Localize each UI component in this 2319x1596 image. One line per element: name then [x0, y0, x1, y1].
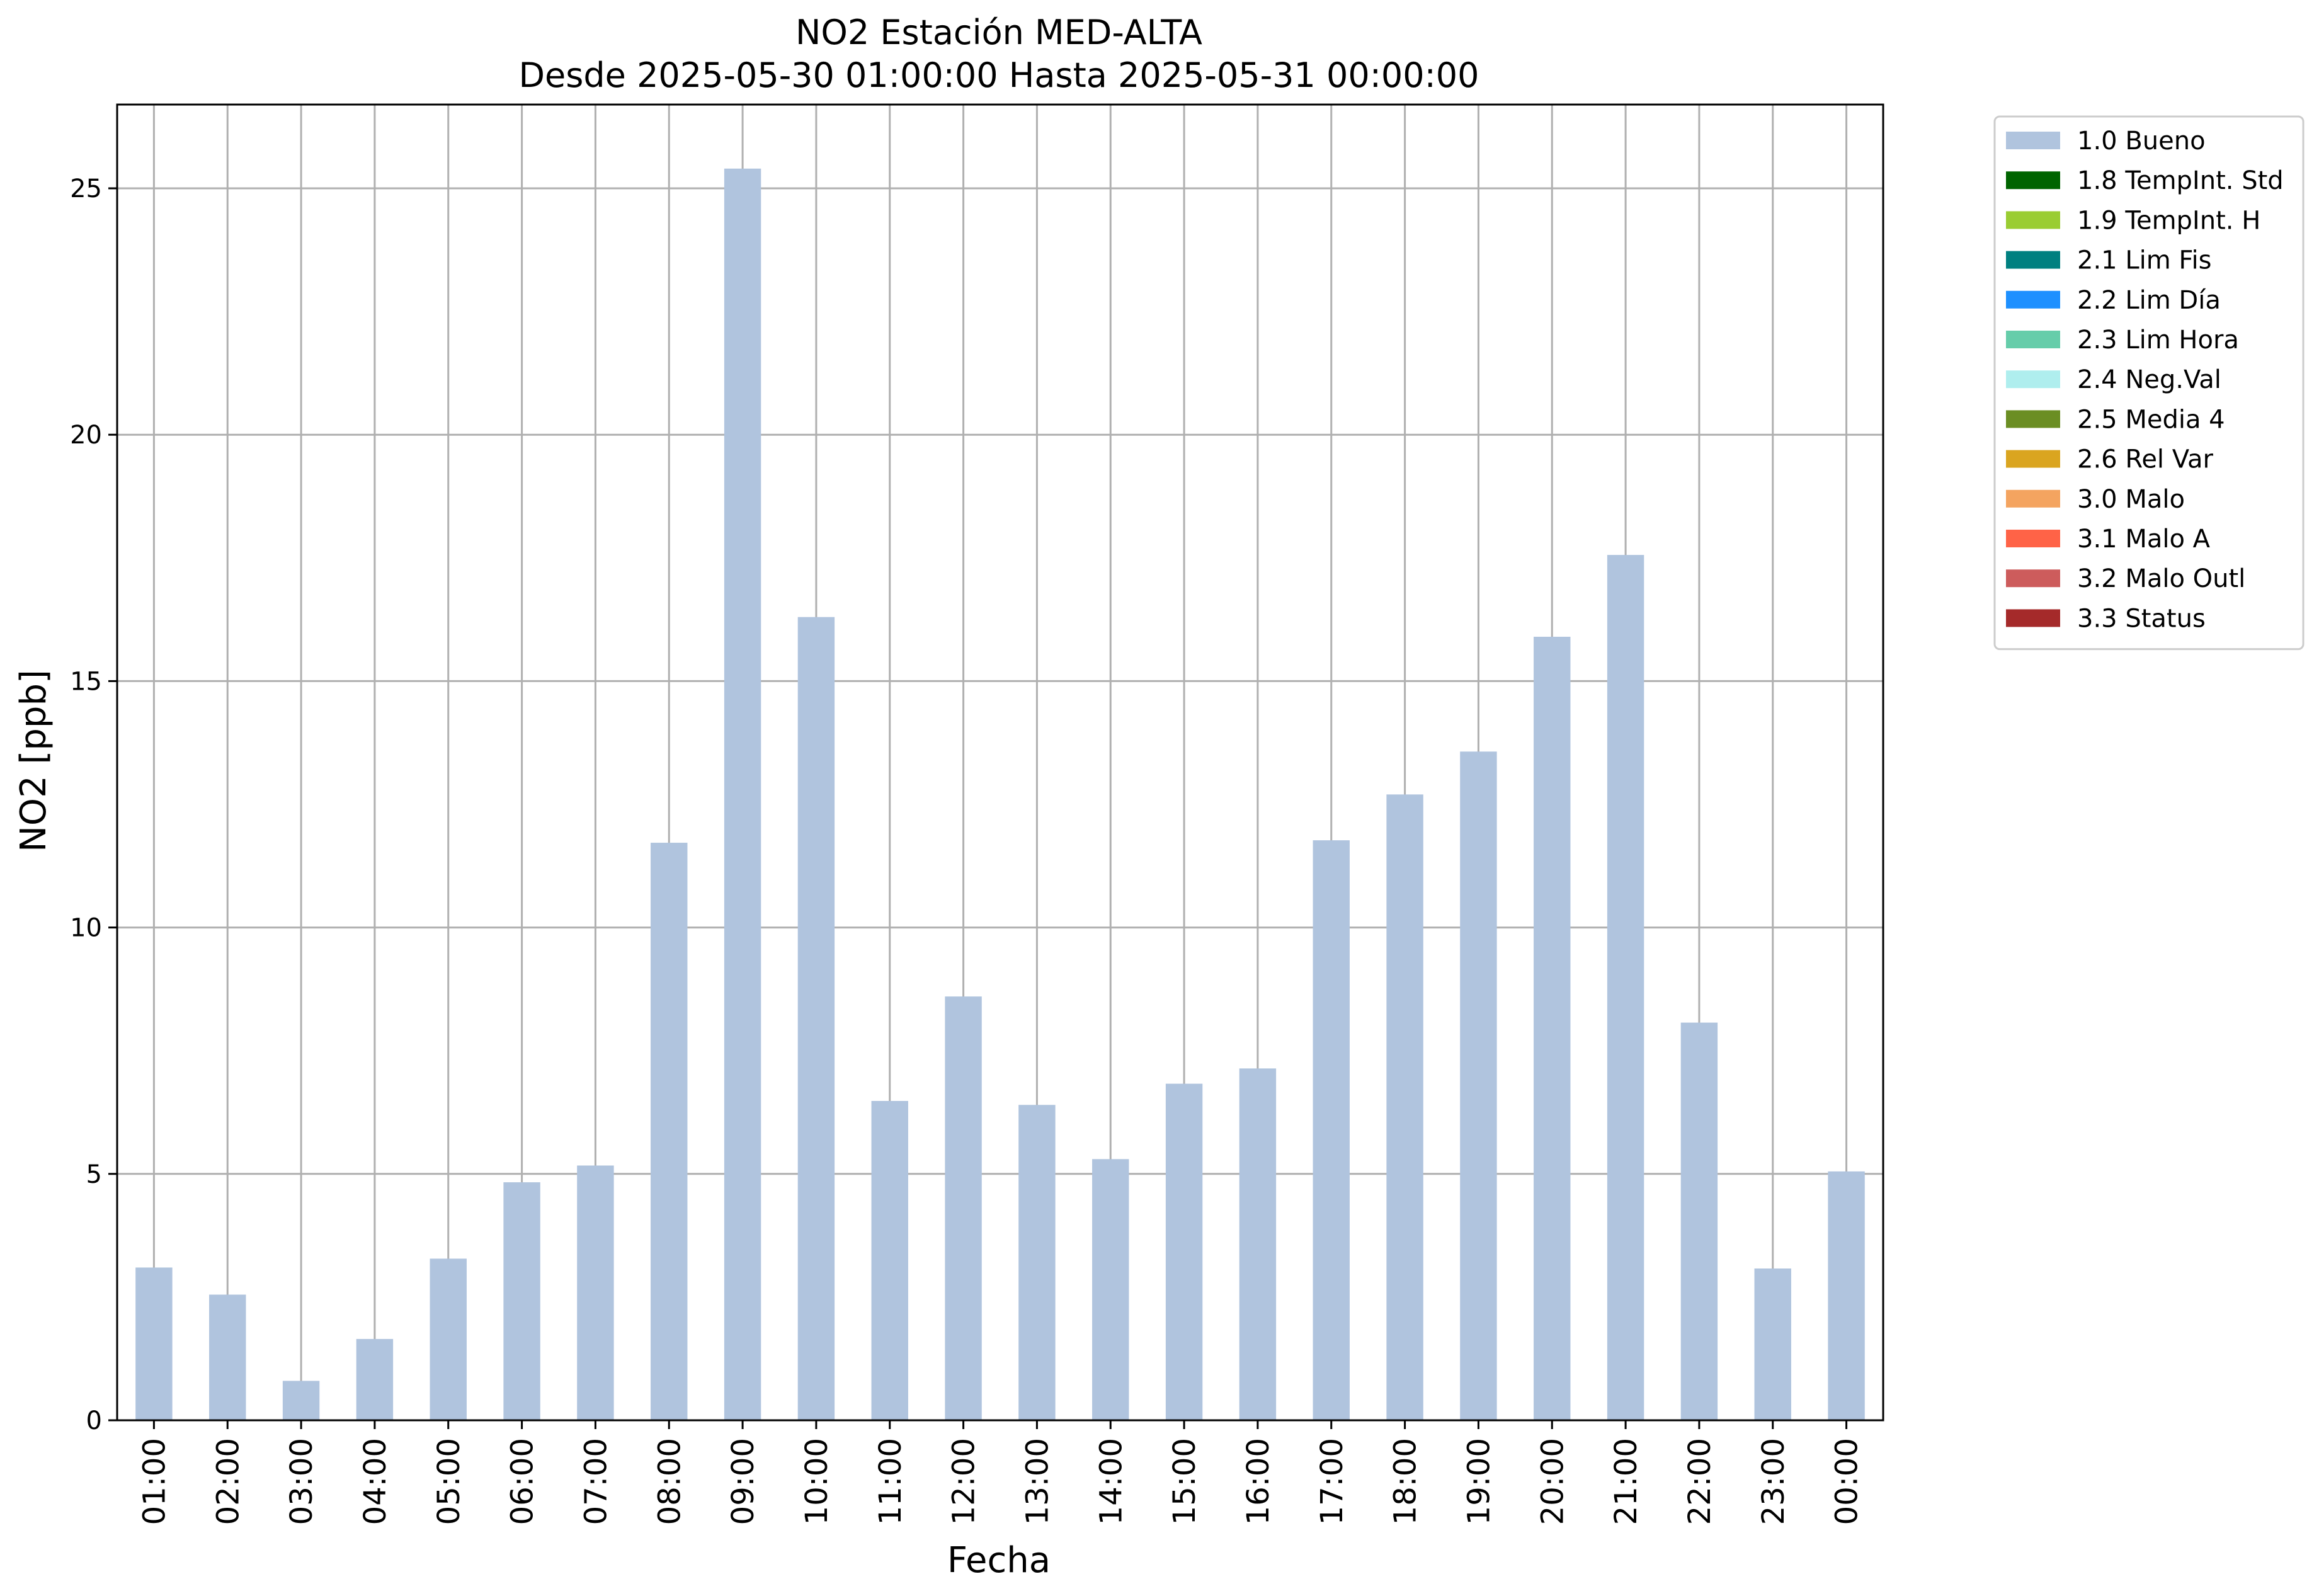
x-tick-label: 09:00	[726, 1438, 761, 1525]
x-tick-label: 18:00	[1388, 1438, 1423, 1525]
x-tick-label: 16:00	[1241, 1438, 1276, 1525]
x-tick-label: 20:00	[1535, 1438, 1570, 1525]
y-axis-label: NO2 [ppb]	[13, 670, 54, 852]
x-tick-label: 03:00	[284, 1438, 319, 1525]
bar-1900	[1460, 751, 1497, 1420]
legend-label: 2.1 Lim Fis	[2077, 246, 2211, 275]
x-axis-label: Fecha	[947, 1540, 1051, 1581]
legend-label: 1.8 TempInt. Std	[2077, 166, 2284, 195]
legend-label: 3.3 Status	[2077, 604, 2206, 633]
legend: 1.0 Bueno 1.8 TempInt. Std 1.9 TempInt. H 2…	[1993, 115, 2305, 651]
bar-2000	[1534, 636, 1571, 1420]
legend-label: 2.2 Lim Día	[2077, 286, 2221, 315]
legend-label: 2.6 Rel Var	[2077, 445, 2214, 474]
bar-2100	[1607, 555, 1644, 1420]
chart-title: NO2 Estación MED-ALTA	[795, 13, 1202, 52]
bar-1000	[797, 617, 835, 1420]
x-tick-label: 22:00	[1682, 1438, 1718, 1525]
legend-swatch	[2006, 370, 2060, 389]
legend-label: 2.5 Media 4	[2077, 405, 2225, 434]
legend-swatch	[2006, 211, 2060, 229]
bar-1800	[1386, 794, 1423, 1420]
plot-frame	[116, 103, 1884, 1422]
bar-0900	[724, 168, 761, 1420]
legend-swatch	[2006, 569, 2060, 588]
x-tick-label: 11:00	[873, 1438, 908, 1525]
bar-1600	[1239, 1068, 1277, 1420]
x-tick-label: 15:00	[1167, 1438, 1202, 1525]
bar-2200	[1680, 1022, 1718, 1420]
x-tick-label: 04:00	[358, 1438, 393, 1525]
legend-swatch	[2006, 171, 2060, 190]
y-axis-ticks: 0 5 10 15 20 25	[70, 174, 117, 1435]
legend-label: 2.3 Lim Hora	[2077, 326, 2239, 355]
bar-1700	[1313, 840, 1350, 1420]
bar-2300	[1754, 1268, 1791, 1420]
legend-label: 3.2 Malo Outl	[2077, 564, 2245, 593]
bar-1400	[1092, 1159, 1129, 1420]
legend-swatch	[2006, 251, 2060, 269]
x-tick-label: 01:00	[137, 1438, 172, 1525]
x-tick-label: 02:00	[210, 1438, 246, 1525]
x-tick-label: 19:00	[1461, 1438, 1496, 1525]
x-tick-label: 07:00	[578, 1438, 613, 1525]
bar-1500	[1165, 1083, 1203, 1420]
legend-label: 2.4 Neg.Val	[2077, 365, 2221, 394]
bar-0200	[209, 1294, 246, 1420]
x-tick-label: 12:00	[947, 1438, 982, 1525]
legend-swatch	[2006, 410, 2060, 428]
legend-label: 1.0 Bueno	[2077, 127, 2206, 156]
legend-label: 1.9 TempInt. H	[2077, 206, 2260, 235]
legend-box	[1993, 115, 2305, 651]
y-tick-label: 5	[86, 1160, 102, 1189]
y-tick-label: 25	[70, 174, 102, 203]
bar-1100	[871, 1101, 908, 1420]
x-tick-label: 00:00	[1830, 1438, 1865, 1525]
legend-swatch	[2006, 489, 2060, 508]
y-tick-label: 10	[70, 914, 102, 943]
y-tick-label: 0	[86, 1406, 102, 1435]
bar-0700	[577, 1165, 614, 1420]
bar-0300	[282, 1381, 320, 1420]
bar-1200	[945, 996, 982, 1420]
legend-swatch	[2006, 290, 2060, 309]
x-tick-label: 13:00	[1020, 1438, 1055, 1525]
legend-label: 3.1 Malo A	[2077, 525, 2211, 554]
x-tick-label: 05:00	[431, 1438, 467, 1525]
legend-label: 3.0 Malo	[2077, 485, 2185, 514]
x-tick-label: 08:00	[652, 1438, 687, 1525]
x-tick-label: 23:00	[1756, 1438, 1791, 1525]
bar-1300	[1018, 1105, 1056, 1420]
legend-swatch	[2006, 609, 2060, 627]
bar-0000	[1828, 1171, 1865, 1420]
legend-swatch	[2006, 132, 2060, 149]
legend-swatch	[2006, 450, 2060, 468]
x-tick-label: 14:00	[1093, 1438, 1129, 1525]
x-tick-label: 17:00	[1314, 1438, 1350, 1525]
legend-swatch	[2006, 331, 2060, 348]
x-tick-label: 21:00	[1609, 1438, 1644, 1525]
x-axis-ticks: 01:00 02:00 03:00 04:00 05:00 06:00 07:00 08:00…	[137, 1420, 1865, 1525]
bars	[135, 168, 1865, 1420]
bar-0800	[651, 843, 688, 1420]
bar-0600	[503, 1182, 540, 1420]
y-tick-label: 15	[70, 667, 102, 696]
bar-0500	[430, 1258, 467, 1420]
y-tick-label: 20	[70, 421, 102, 450]
legend-swatch	[2006, 530, 2060, 547]
bar-0400	[356, 1338, 394, 1420]
x-tick-label: 06:00	[505, 1438, 540, 1525]
chart-subtitle: Desde 2025-05-30 01:00:00 Hasta 2025-05-…	[518, 55, 1479, 95]
x-tick-label: 10:00	[799, 1438, 835, 1525]
bar-0100	[135, 1267, 173, 1420]
